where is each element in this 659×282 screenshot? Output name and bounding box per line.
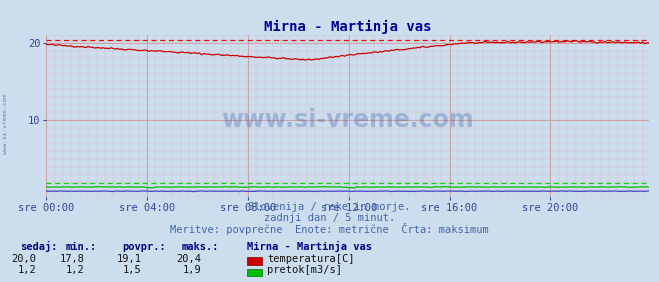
Text: 17,8: 17,8 xyxy=(59,254,84,264)
Text: 1,2: 1,2 xyxy=(66,265,84,275)
Text: sedaj:: sedaj: xyxy=(20,241,57,252)
Text: 20,4: 20,4 xyxy=(176,254,201,264)
Text: 1,2: 1,2 xyxy=(18,265,36,275)
Text: povpr.:: povpr.: xyxy=(122,242,165,252)
Text: Slovenija / reke in morje.: Slovenija / reke in morje. xyxy=(248,202,411,212)
Title: Mirna - Martinja vas: Mirna - Martinja vas xyxy=(264,20,432,34)
Text: 20,0: 20,0 xyxy=(11,254,36,264)
Text: temperatura[C]: temperatura[C] xyxy=(267,254,355,264)
Text: 1,9: 1,9 xyxy=(183,265,201,275)
Text: zadnji dan / 5 minut.: zadnji dan / 5 minut. xyxy=(264,213,395,223)
Text: 1,5: 1,5 xyxy=(123,265,142,275)
Text: pretok[m3/s]: pretok[m3/s] xyxy=(267,265,342,275)
Text: Mirna - Martinja vas: Mirna - Martinja vas xyxy=(247,241,372,252)
Text: www.si-vreme.com: www.si-vreme.com xyxy=(221,107,474,132)
Text: Meritve: povprečne  Enote: metrične  Črta: maksimum: Meritve: povprečne Enote: metrične Črta:… xyxy=(170,223,489,235)
Text: maks.:: maks.: xyxy=(181,242,219,252)
Text: www.si-vreme.com: www.si-vreme.com xyxy=(3,94,8,154)
Text: 19,1: 19,1 xyxy=(117,254,142,264)
Text: min.:: min.: xyxy=(66,242,97,252)
